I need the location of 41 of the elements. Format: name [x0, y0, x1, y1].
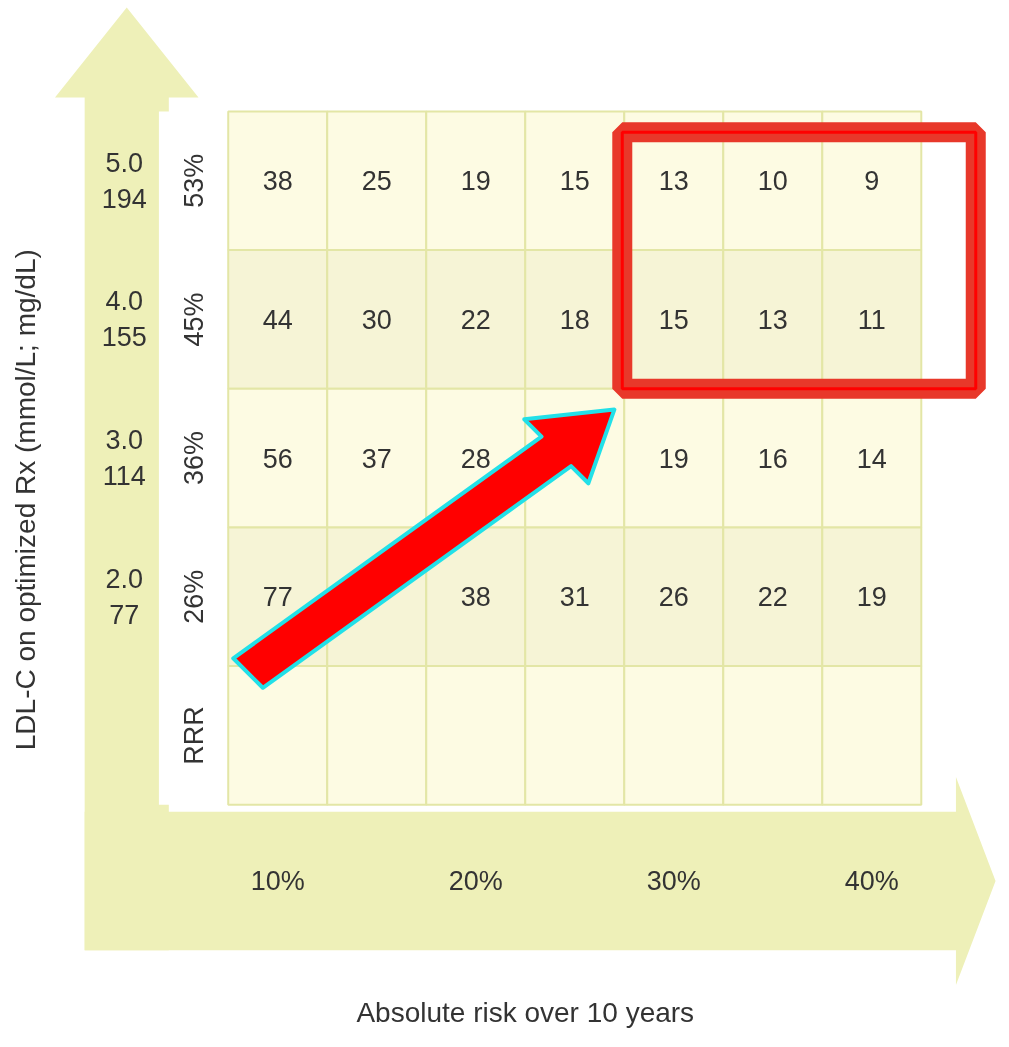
- data-label: 37: [361, 443, 392, 474]
- x-tick-label: 40%: [844, 866, 899, 897]
- y2-tick-label: 4.0 155: [101, 286, 147, 353]
- data-label: 44: [262, 304, 293, 335]
- y-tick-label: RRR: [178, 706, 209, 765]
- x-tick-label: 30%: [646, 866, 701, 897]
- data-label: 56: [262, 443, 293, 474]
- data-label: 22: [757, 582, 788, 613]
- data-label: 77: [262, 582, 293, 613]
- data-label: 10: [757, 166, 788, 197]
- data-label: 14: [856, 443, 887, 474]
- y-tick-label: 36%: [178, 431, 209, 486]
- y-tick-label: 53%: [178, 153, 209, 208]
- y-tick-label: 45%: [178, 292, 209, 347]
- data-label: 30: [361, 304, 392, 335]
- y2-tick-label: 2.0 77: [105, 563, 144, 630]
- data-label: 19: [856, 582, 887, 613]
- data-label: 38: [460, 582, 491, 613]
- x-axis-title: Absolute risk over 10 years: [356, 997, 695, 1029]
- data-label: 11: [857, 304, 886, 335]
- data-label: 16: [757, 443, 788, 474]
- data-label: 19: [460, 166, 491, 197]
- data-label: 19: [658, 443, 689, 474]
- x-tick-label: 10%: [250, 866, 305, 897]
- data-label: 15: [658, 304, 689, 335]
- data-label: 9: [864, 166, 880, 197]
- data-label: 22: [460, 304, 491, 335]
- data-label: 38: [262, 166, 293, 197]
- data-label: 13: [658, 166, 689, 197]
- data-label: 25: [361, 166, 392, 197]
- data-label: 18: [559, 304, 590, 335]
- data-label: 13: [757, 304, 788, 335]
- y-tick-label: 26%: [178, 569, 209, 624]
- y2-tick-label: 5.0 194: [101, 147, 147, 214]
- x-tick-label: 20%: [448, 866, 503, 897]
- y-axis-title: LDL-C on optimized Rx (mmol/L; mg/dL): [9, 249, 41, 751]
- data-label: 26: [658, 582, 689, 613]
- data-label: 28: [460, 443, 491, 474]
- y2-tick-label: 3.0 114: [102, 425, 146, 492]
- data-label: 31: [559, 582, 590, 613]
- data-label: 15: [559, 166, 590, 197]
